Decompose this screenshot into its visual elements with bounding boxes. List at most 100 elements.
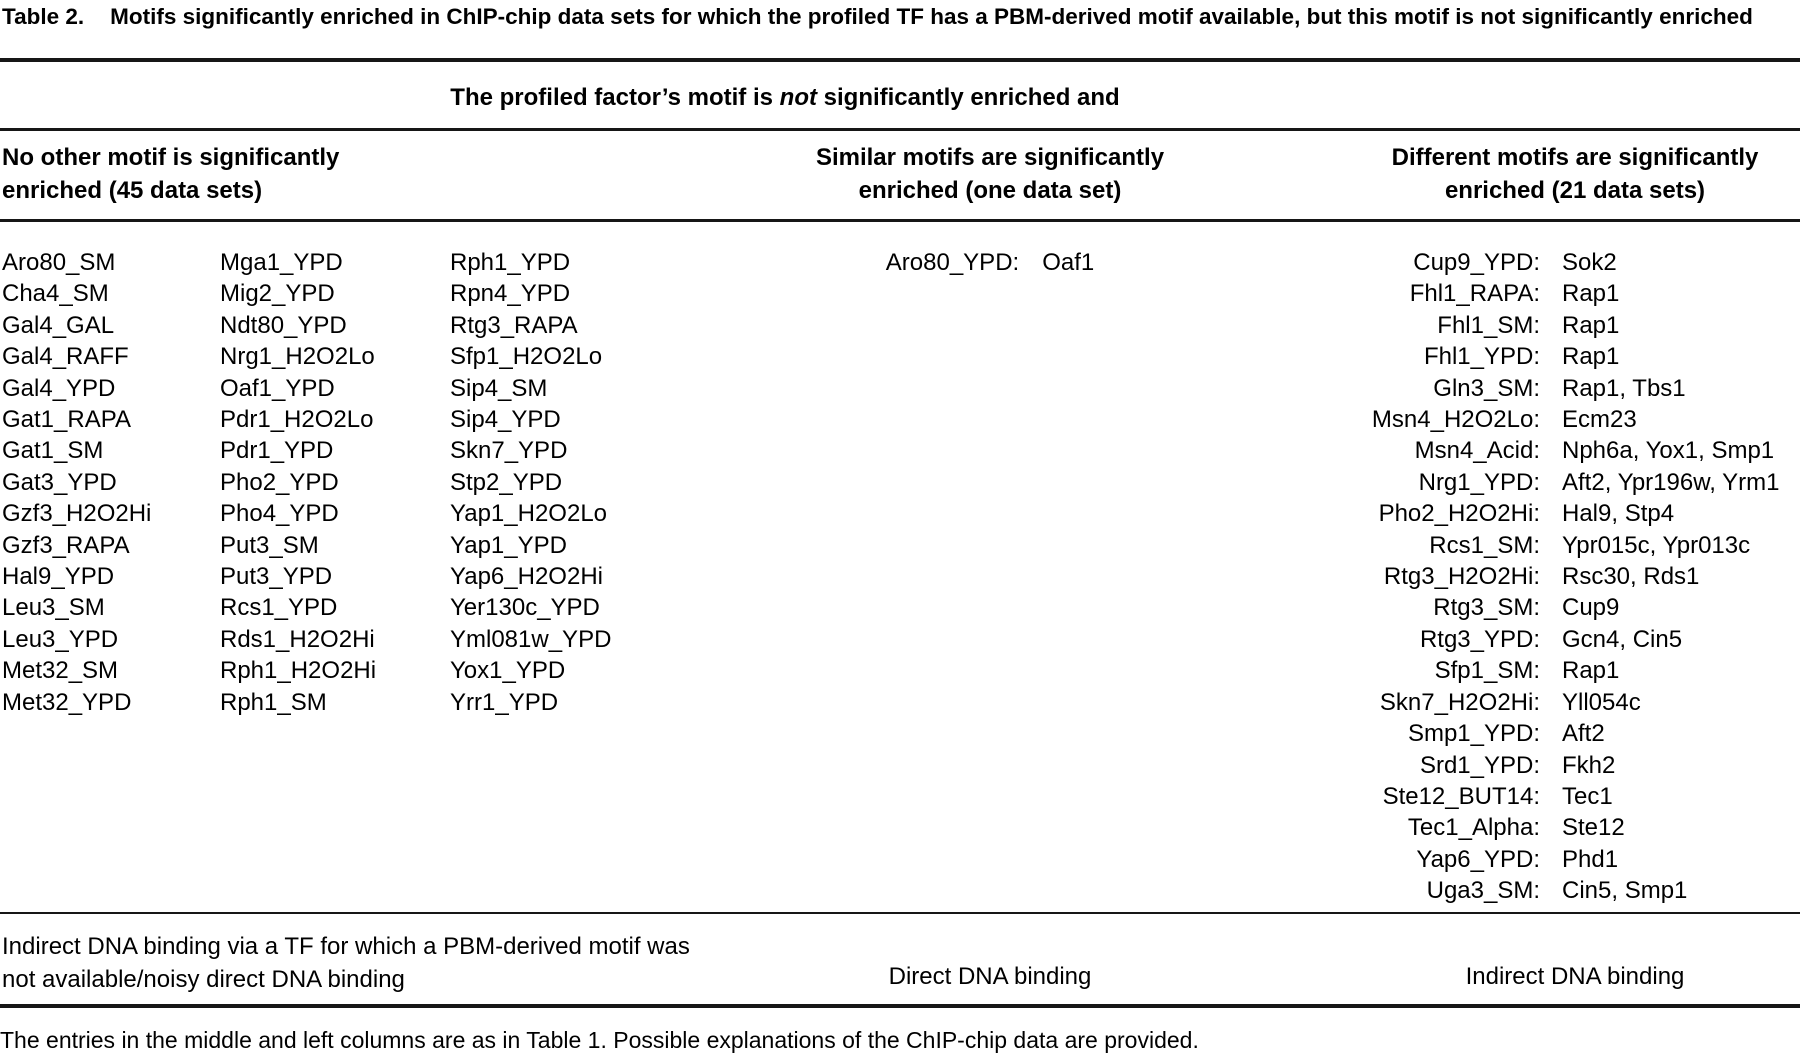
dataset-label: Nrg1_YPD: (1418, 468, 1540, 496)
dataset-item: Yer130c_YPD (450, 594, 600, 622)
dataset-item: Met32_SM (2, 657, 119, 685)
dataset-label: Smp1_YPD: (1407, 720, 1540, 748)
enriched-motifs: Nph6a, Yox1, Smp1 (1562, 437, 1775, 465)
dataset-motif-row: Aro80_YPD: Oaf1 (740, 247, 1240, 278)
rule-below-title (0, 58, 1800, 62)
dataset-item: Gal4_YPD (2, 374, 116, 402)
dataset-label: Uga3_SM: (1426, 877, 1540, 905)
dataset-item: Pho2_YPD (220, 468, 339, 496)
column-header-similar-motifs: Similar motifs are significantly enriche… (740, 141, 1240, 207)
column-header-different-motifs: Different motifs are significantly enric… (1340, 141, 1800, 207)
dataset-item: Pdr1_YPD (220, 437, 334, 465)
dataset-item: Met32_YPD (2, 688, 132, 716)
dataset-motif-row: Fhl1_SM: Rap1 (1100, 310, 1779, 341)
enriched-motifs: Yll054c (1562, 688, 1641, 716)
dataset-motif-row: Rtg3_H2O2Hi: Rsc30, Rds1 (1100, 561, 1779, 592)
dataset-label: Srd1_YPD: (1419, 751, 1540, 779)
dataset-motif-row: Skn7_H2O2Hi: Yll054c (1100, 687, 1779, 718)
enriched-motifs: Rap1 (1562, 280, 1620, 308)
table-title-text: Motifs significantly enriched in ChIP-ch… (110, 4, 1753, 29)
column-header-line: enriched (21 data sets) (1444, 177, 1706, 204)
enriched-motifs: Sok2 (1562, 249, 1617, 276)
dataset-item: Pdr1_H2O2Lo (220, 406, 374, 434)
dataset-label: Rtg3_H2O2Hi: (1383, 563, 1540, 591)
dataset-list-column-1: Aro80_SM Cha4_SM Gal4_GAL Gal4_RAFF Gal4_YPD… (2, 247, 217, 718)
dataset-item: Yox1_YPD (450, 657, 566, 685)
dataset-item: Rtg3_RAPA (450, 311, 578, 339)
dataset-label: Skn7_H2O2Hi: (1379, 688, 1540, 716)
enriched-motifs: Cup9 (1562, 594, 1620, 622)
dataset-item: Leu3_YPD (2, 625, 119, 653)
dataset-item: Yap1_H2O2Lo (450, 500, 608, 528)
dataset-item: Gal4_RAFF (2, 343, 129, 371)
dataset-item: Ndt80_YPD (220, 311, 347, 339)
enriched-motifs: Ecm23 (1562, 406, 1637, 434)
dataset-item: Rph1_H2O2Hi (220, 657, 377, 685)
dataset-item: Rcs1_YPD (220, 594, 338, 622)
dataset-item: Sip4_YPD (450, 406, 561, 434)
column-header-no-other-motif: No other motif is significantly enriched… (2, 141, 502, 207)
spanner-prefix: The profiled factor’s motif is (450, 84, 780, 111)
dataset-motif-row: Msn4_Acid: Nph6a, Yox1, Smp1 (1100, 435, 1779, 466)
rule-below-spanner (0, 128, 1800, 131)
dataset-motif-row: Fhl1_YPD: Rap1 (1100, 341, 1779, 372)
different-motifs-entries: Cup9_YPD: Sok2 Fhl1_RAPA: Rap1 Fhl1_SM: Rap1 F… (1100, 247, 1780, 907)
dataset-motif-row: Uga3_SM: Cin5, Smp1 (1100, 875, 1779, 906)
dataset-item: Put3_SM (220, 531, 319, 559)
dataset-motif-row: Rcs1_SM: Ypr015c, Ypr013c (1100, 530, 1779, 561)
column-header-line: Similar motifs are significantly (815, 144, 1165, 171)
dataset-motif-row: Fhl1_RAPA: Rap1 (1100, 278, 1779, 309)
spanner-header: The profiled factor’s motif is not signi… (0, 84, 1570, 112)
dataset-label: Msn4_Acid: (1414, 437, 1540, 465)
footer-explanation-left: Indirect DNA binding via a TF for which … (2, 933, 690, 993)
enriched-motifs: Rap1, Tbs1 (1562, 374, 1686, 402)
dataset-item: Sip4_SM (450, 374, 548, 402)
dataset-item: Gzf3_H2O2Hi (2, 500, 152, 528)
column-header-line: enriched (one data set) (858, 177, 1122, 204)
dataset-item: Yap1_YPD (450, 531, 567, 559)
dataset-item: Gat3_YPD (2, 468, 117, 496)
column-header-line: Different motifs are significantly (1391, 144, 1759, 171)
dataset-motif-row: Rtg3_YPD: Gcn4, Cin5 (1100, 624, 1779, 655)
dataset-label: Tec1_Alpha: (1407, 814, 1540, 842)
spanner-suffix: significantly enriched and (816, 84, 1120, 111)
dataset-motif-row: Tec1_Alpha: Ste12 (1100, 812, 1779, 843)
dataset-motif-row: Pho2_H2O2Hi: Hal9, Stp4 (1100, 498, 1779, 529)
enriched-motifs: Rap1 (1562, 343, 1620, 371)
column-header-line: enriched (45 data sets) (2, 177, 263, 204)
enriched-motifs: Ypr015c, Ypr013c (1562, 531, 1751, 559)
enriched-motifs: Fkh2 (1562, 751, 1616, 779)
enriched-motifs: Phd1 (1562, 845, 1619, 873)
dataset-label: Rcs1_SM: (1429, 531, 1540, 559)
dataset-item: Leu3_SM (2, 594, 105, 622)
dataset-motif-row: Msn4_H2O2Lo: Ecm23 (1100, 404, 1779, 435)
dataset-item: Rph1_YPD (450, 249, 571, 276)
enriched-motifs: Cin5, Smp1 (1562, 877, 1688, 905)
dataset-label: Pho2_H2O2Hi: (1378, 500, 1540, 528)
enriched-motifs: Aft2 (1562, 720, 1605, 748)
footer-explanation-middle: Direct DNA binding (888, 963, 1092, 990)
table-caption: The entries in the middle and left colum… (0, 1027, 1199, 1053)
dataset-motif-row: Yap6_YPD: Phd1 (1100, 844, 1779, 875)
dataset-motif-row: Gln3_SM: Rap1, Tbs1 (1100, 373, 1779, 404)
dataset-item: Aro80_SM (2, 249, 116, 276)
dataset-item: Yrr1_YPD (450, 688, 559, 716)
dataset-list-column-2: Mga1_YPD Mig2_YPD Ndt80_YPD Nrg1_H2O2Lo Oaf1… (220, 247, 445, 718)
dataset-item: Rph1_SM (220, 688, 327, 716)
enriched-motifs: Aft2, Ypr196w, Yrm1 (1562, 468, 1780, 496)
dataset-label: Cup9_YPD: (1413, 249, 1540, 276)
rule-above-caption (0, 1004, 1800, 1008)
dataset-label: Rtg3_SM: (1433, 594, 1540, 622)
dataset-item: Oaf1_YPD (220, 374, 335, 402)
dataset-motif-row: Ste12_BUT14: Tec1 (1100, 781, 1779, 812)
enriched-motifs: Rap1 (1562, 311, 1620, 339)
dataset-motif-row: Cup9_YPD: Sok2 (1100, 247, 1779, 278)
enriched-motifs: Hal9, Stp4 (1562, 500, 1675, 528)
dataset-list-column-3: Rph1_YPD Rpn4_YPD Rtg3_RAPA Sfp1_H2O2Lo Sip4… (450, 247, 680, 718)
dataset-item: Gat1_RAPA (2, 406, 131, 434)
enriched-motifs: Gcn4, Cin5 (1562, 625, 1683, 653)
rule-below-headers (0, 219, 1800, 222)
column-header-line: No other motif is significantly (2, 144, 340, 171)
dataset-item: Pho4_YPD (220, 500, 339, 528)
dataset-item: Cha4_SM (2, 280, 109, 308)
